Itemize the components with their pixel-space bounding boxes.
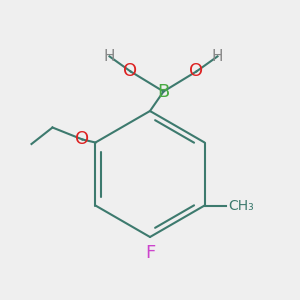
Text: H: H [212, 49, 223, 64]
Text: H: H [104, 49, 115, 64]
Text: CH₃: CH₃ [229, 199, 254, 212]
Text: F: F [145, 244, 155, 262]
Text: B: B [158, 82, 169, 100]
Text: O: O [189, 62, 204, 80]
Text: O: O [123, 62, 138, 80]
Text: O: O [75, 130, 90, 148]
